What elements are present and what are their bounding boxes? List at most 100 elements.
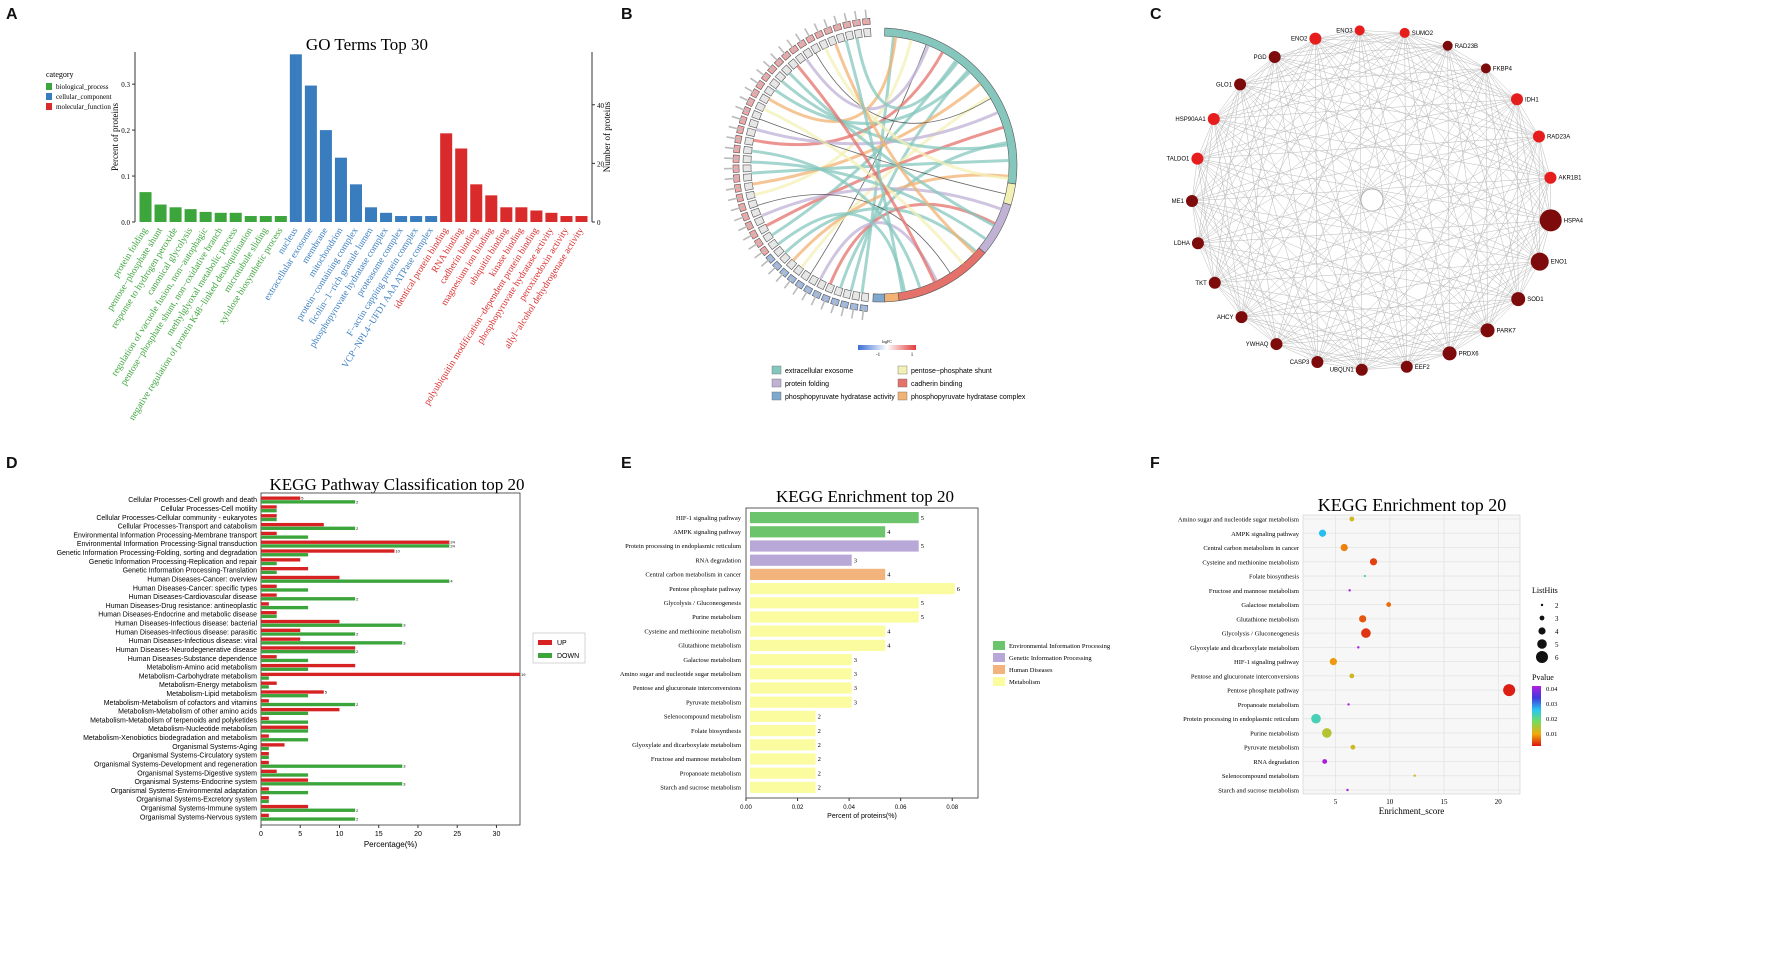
- bar-up-organismal-systems-circulatory-system: [261, 752, 269, 756]
- x-tick-label: 0.02: [792, 805, 804, 811]
- edge: [1214, 220, 1551, 284]
- edge: [1449, 261, 1540, 354]
- gene-arc: [851, 290, 861, 301]
- y-tick-label: 0.2: [121, 127, 130, 135]
- edge: [1447, 45, 1450, 354]
- bar-phosphopyruvate-hydratase-complex: [380, 212, 393, 222]
- bubble-rna-degradation: [1322, 759, 1328, 764]
- bar-response-to-hydrogen-peroxide: [169, 207, 182, 222]
- legend-swatch-genetic-information-processing: [993, 653, 1005, 662]
- bar-microtubule-sliding: [259, 216, 272, 222]
- ppi-network: ENO2 ENO3 SUMO2 RAD23B FKBP4 IDH1 RAD23A AKR1B1…: [1166, 25, 1584, 376]
- edge: [1317, 330, 1488, 363]
- bubble-ampk-signaling-pathway: [1318, 529, 1327, 537]
- node-label-casp3: CASP3: [1290, 360, 1310, 366]
- edge: [1197, 118, 1215, 244]
- bar-down-human-diseases-cancer-specific-types: [261, 588, 309, 592]
- y-tick-label: Pentose and glucuronate interconversions: [633, 685, 742, 692]
- legend-label-molecular-function: molecular_function: [56, 103, 111, 111]
- y-tick-label: Folate biosynthesis: [691, 728, 741, 735]
- edge: [1404, 32, 1450, 354]
- y-tick-label: Glutathione metabolism: [1236, 616, 1299, 623]
- edge: [1191, 30, 1360, 202]
- bar-cadherin-binding: [470, 184, 483, 222]
- node-ywhaq: [1270, 338, 1283, 351]
- bar-ubiquitin-binding: [500, 207, 513, 222]
- node-label-rad23a: RAD23A: [1547, 134, 1570, 140]
- x-tick-label: 15: [375, 831, 383, 838]
- panel-letter-e: E: [621, 455, 632, 472]
- data-label: 3: [854, 657, 857, 664]
- bar-down-human-diseases-neurodegenerative-disease: [261, 649, 356, 654]
- gene-label-tick: [794, 33, 804, 46]
- chart-title: KEGG Pathway Classification top 20: [270, 475, 525, 494]
- bar-up-organismal-systems-excretory-system: [261, 796, 269, 800]
- gene-label-tick: [840, 302, 846, 317]
- bar-down-human-diseases-drug-resistance-antineoplastic: [261, 605, 309, 610]
- gene-arc: [853, 28, 863, 39]
- bubble-selenocompound-metabolism: [1413, 774, 1416, 777]
- bar-regulation-of-vacuole-fusion-non-autophagic: [199, 211, 212, 222]
- bar-protein-processing-in-endoplasmic-reticulum: [750, 540, 919, 552]
- edge: [1315, 38, 1540, 137]
- node-idh1: [1511, 93, 1524, 106]
- node-eno2: [1309, 32, 1322, 45]
- bar-down-environmental-information-processing-signal-transduction: [261, 544, 450, 548]
- data-label: 5: [921, 614, 924, 621]
- bar-polyubiquitin-modification-dependent-protein-binding: [530, 210, 543, 222]
- legend-swatch-environmental-information-processing: [993, 641, 1005, 650]
- y-tick-label: Human Diseases-Drug resistance: antineop…: [106, 603, 258, 610]
- data-label: 2: [356, 702, 359, 707]
- edge: [1317, 298, 1519, 363]
- bar-pentose-phosphate-pathway: [750, 583, 955, 595]
- edge: [1404, 32, 1408, 367]
- gene-arc: [824, 282, 835, 294]
- bubble-glutathione-metabolism: [1359, 615, 1367, 623]
- legend-label-down: DOWN: [557, 653, 579, 660]
- edge: [1359, 30, 1551, 221]
- chord-ribbon: [815, 52, 991, 124]
- edge: [1239, 84, 1318, 363]
- chart-title: KEGG Enrichment top 20: [1318, 495, 1506, 515]
- edge: [1274, 56, 1362, 370]
- x-tick-label: 10: [336, 831, 344, 838]
- edge: [1517, 177, 1551, 300]
- y-tick-label: 0.0: [121, 219, 130, 227]
- y-tick-label: Organismal Systems-Environmental adaptat…: [111, 788, 257, 795]
- bar-up-metabolism-metabolism-of-cofactors-and-vitamins: [261, 699, 269, 703]
- bar-up-environmental-information-processing-signal-transduction: [261, 540, 450, 544]
- edge: [1406, 220, 1551, 367]
- panel-letter-c: C: [1150, 6, 1162, 23]
- node-ldha: [1191, 237, 1204, 250]
- data-label: 3: [854, 557, 857, 564]
- chart-title: KEGG Enrichment top 20: [776, 487, 954, 506]
- gene-arc: [763, 85, 776, 97]
- edge: [1197, 242, 1519, 300]
- gene-arc: [816, 279, 827, 291]
- edge: [1317, 353, 1450, 363]
- chord-ribbon: [760, 187, 1002, 218]
- edge: [1213, 118, 1407, 367]
- edge: [1213, 84, 1241, 120]
- data-label: 10: [395, 549, 400, 554]
- y-tick-label: Pentose and glucuronate interconversions: [1191, 673, 1300, 680]
- bar-down-environmental-information-processing-membrane-transport: [261, 535, 309, 539]
- chord-diagram: logFC -1 1 extracellular exosome pentose−pho…: [724, 9, 1026, 401]
- bar-central-carbon-metabolism-in-cancer: [750, 568, 886, 580]
- gene-label-tick: [748, 240, 761, 250]
- y-right-tick-label: 40: [597, 102, 605, 110]
- node-casp3: [1311, 355, 1324, 368]
- edge: [1361, 99, 1518, 370]
- edge: [1447, 45, 1519, 300]
- bar-kinase-binding: [515, 207, 528, 222]
- gene-label-tick: [854, 10, 858, 25]
- gene-label-tick: [850, 304, 856, 319]
- edge: [1213, 45, 1448, 120]
- chord-ribbon: [834, 43, 976, 255]
- gene-label-tick: [830, 299, 837, 314]
- bubble-central-carbon-metabolism-in-cancer: [1340, 543, 1348, 552]
- bar-xylulose-biosynthetic-process: [274, 216, 287, 222]
- gene-arc: [744, 136, 755, 146]
- legend-swatch-biological-process: [46, 83, 52, 90]
- x-tick-label: 5: [298, 831, 302, 838]
